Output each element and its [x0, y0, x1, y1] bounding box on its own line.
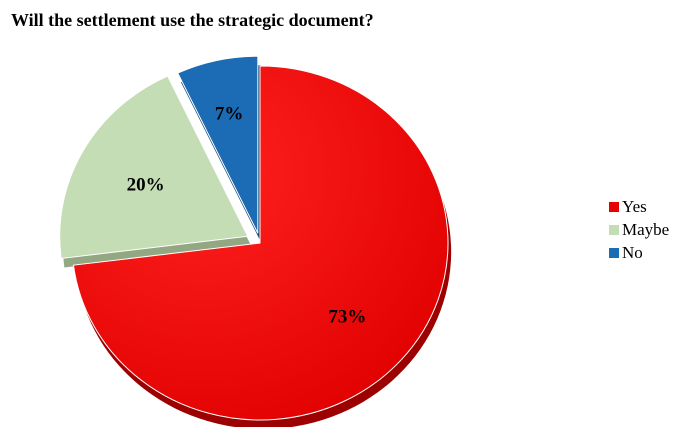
- legend-label: Maybe: [622, 220, 670, 239]
- legend-label: Yes: [622, 197, 647, 216]
- chart-title: Will the settlement use the strategic do…: [11, 10, 374, 30]
- legend-item-yes: Yes: [609, 195, 669, 218]
- pie-slice-maybe: [59, 75, 249, 259]
- legend-label: No: [622, 243, 643, 262]
- pie-label-no: 7%: [215, 103, 244, 124]
- legend-swatch: [609, 201, 619, 212]
- pie-slice-no: [177, 55, 259, 234]
- pie-label-maybe: 20%: [127, 174, 165, 195]
- pie-label-yes: 73%: [328, 307, 366, 328]
- pie-slices: [59, 55, 449, 421]
- legend-swatch: [609, 247, 619, 258]
- legend: Yes Maybe No: [609, 195, 669, 264]
- pie-slice-yes: [72, 65, 449, 421]
- pie-labels: 73% 20% 7%: [127, 103, 367, 327]
- legend-item-maybe: Maybe: [609, 218, 669, 241]
- legend-item-no: No: [609, 241, 669, 264]
- legend-swatch: [609, 224, 619, 235]
